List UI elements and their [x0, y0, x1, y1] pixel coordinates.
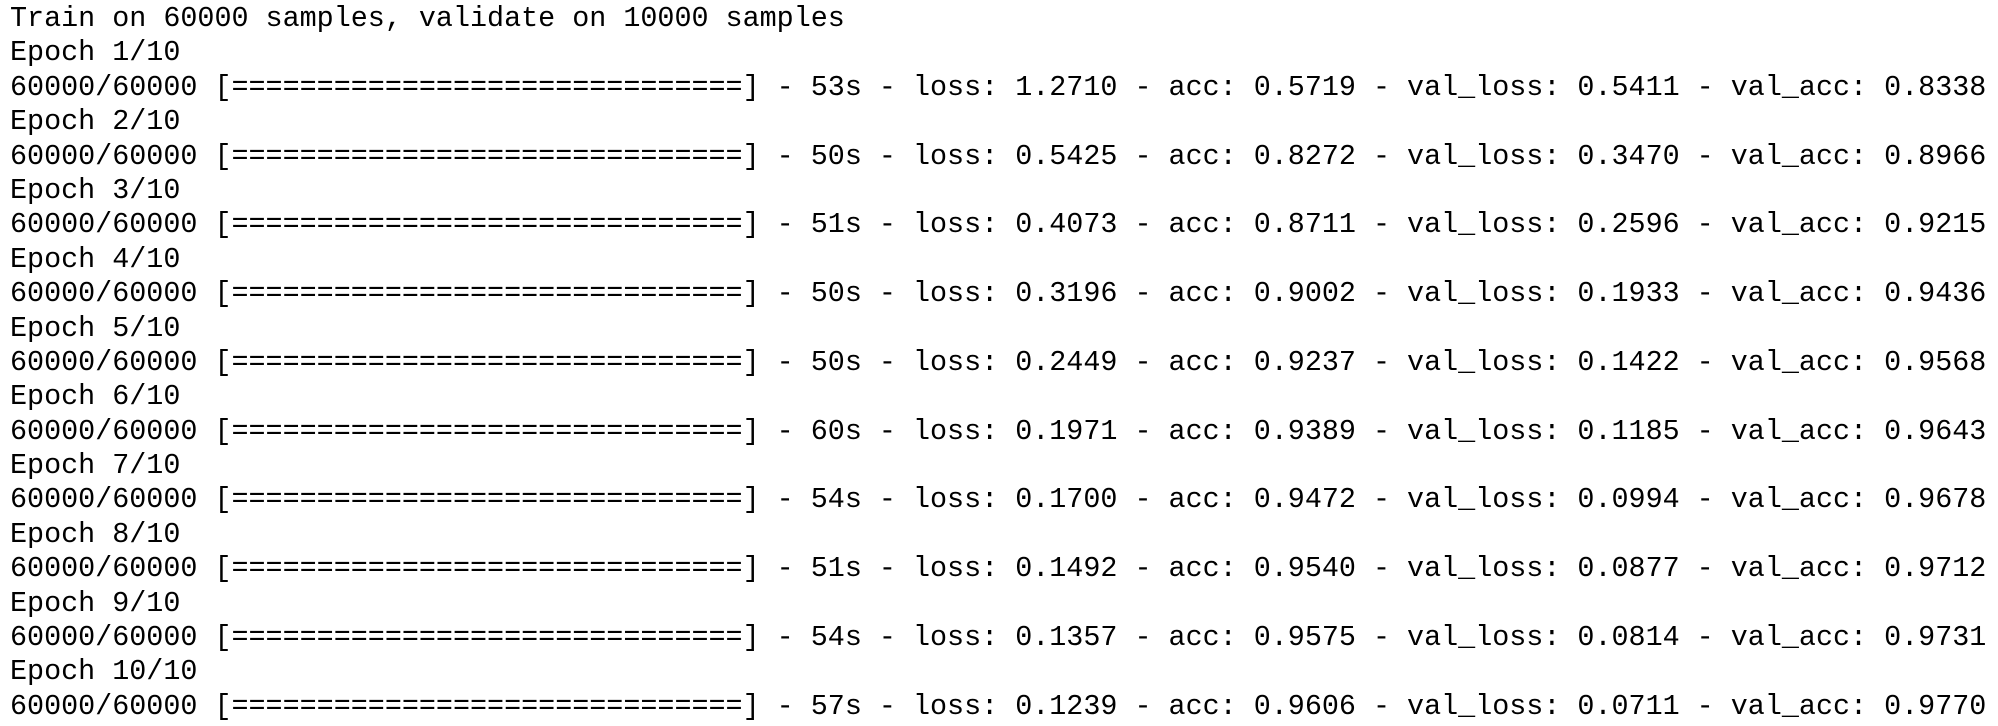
epoch-label: Epoch 7/10	[10, 449, 181, 483]
epoch-label: Epoch 6/10	[10, 380, 181, 414]
epoch-label: Epoch 3/10	[10, 173, 181, 207]
epoch-label: Epoch 10/10	[10, 655, 198, 689]
epoch-log: 60000/60000 [===========================…	[10, 208, 1987, 242]
epoch-label: Epoch 8/10	[10, 517, 181, 551]
epoch-label: Epoch 5/10	[10, 311, 181, 345]
epoch-log: 60000/60000 [===========================…	[10, 139, 1987, 173]
epoch-label: Epoch 1/10	[10, 36, 181, 70]
epoch-label: Epoch 2/10	[10, 105, 181, 139]
header-line: Train on 60000 samples, validate on 1000…	[10, 2, 845, 35]
epoch-log: 60000/60000 [===========================…	[10, 483, 1987, 517]
epoch-log: 60000/60000 [===========================…	[10, 277, 1987, 311]
epoch-label: Epoch 9/10	[10, 586, 181, 620]
epoch-label: Epoch 4/10	[10, 242, 181, 276]
epoch-log: 60000/60000 [===========================…	[10, 689, 1987, 723]
epoch-log: 60000/60000 [===========================…	[10, 345, 1987, 379]
epoch-log: 60000/60000 [===========================…	[10, 621, 1987, 655]
epoch-log: 60000/60000 [===========================…	[10, 552, 1987, 586]
epoch-log: 60000/60000 [===========================…	[10, 70, 1987, 104]
epoch-log: 60000/60000 [===========================…	[10, 414, 1987, 448]
